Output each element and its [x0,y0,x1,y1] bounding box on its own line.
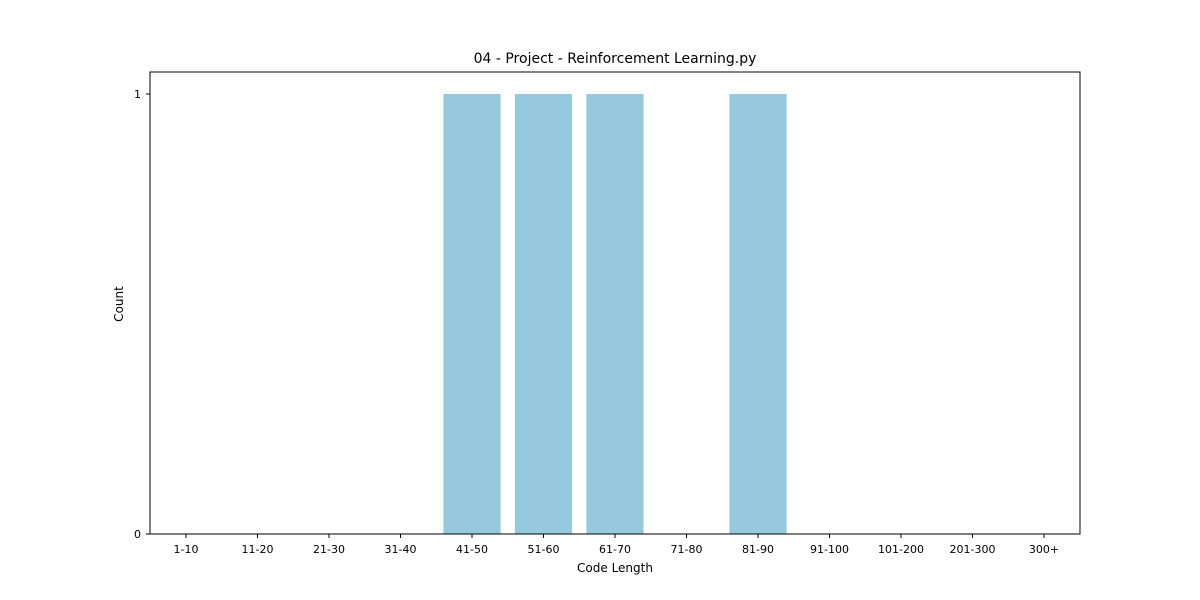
bar-51-60 [514,94,573,534]
x-tick-label: 41-50 [456,543,488,556]
x-tick-label: 300+ [1029,543,1059,556]
x-tick-label: 21-30 [313,543,345,556]
y-tick-label: 0 [134,528,141,541]
y-axis-label: Count [112,286,126,322]
x-tick-label: 31-40 [385,543,417,556]
plot-frame [149,71,1081,535]
x-tick-label: 1-10 [174,543,199,556]
bar-41-50 [443,94,501,534]
x-tick-label: 71-80 [671,543,703,556]
x-axis-label: Code Length [577,561,653,575]
x-tick-label: 51-60 [528,543,560,556]
y-tick-label: 1 [134,88,141,101]
x-tick-label: 81-90 [742,543,774,556]
x-axis-ticks: 1-10 11-20 21-30 31-40 41-50 51-60 61-70 71-80 8… [174,534,1059,556]
bar-61-70 [586,94,644,534]
x-tick-label: 91-100 [810,543,849,556]
x-tick-label: 201-300 [950,543,996,556]
y-axis-ticks: 01 [134,88,150,541]
x-tick-label: 61-70 [599,543,631,556]
x-tick-label: 11-20 [242,543,274,556]
bars-group [443,94,787,534]
chart-title: 04 - Project - Reinforcement Learning.py [474,51,757,67]
bar-81-90 [729,94,787,534]
x-tick-label: 101-200 [878,543,924,556]
